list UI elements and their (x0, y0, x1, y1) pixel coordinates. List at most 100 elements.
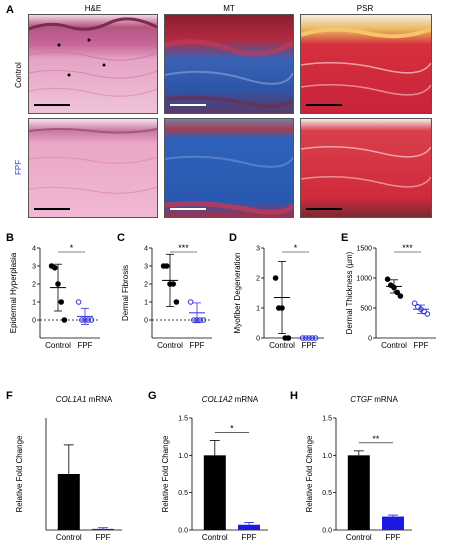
panel-letter-f: F (6, 390, 13, 402)
y-tick-label: 1500 (356, 246, 372, 253)
y-tick-label: 2 (256, 276, 260, 283)
significance-label: *** (178, 243, 189, 253)
psr-control-image (301, 15, 431, 113)
data-point-control (397, 293, 404, 299)
y-tick-label: 1 (32, 300, 36, 307)
y-tick-label: 1.0 (322, 453, 332, 460)
y-tick-label: 3 (32, 264, 36, 271)
y-axis-label: Relative Fold Change (15, 435, 24, 512)
chart-title-gene: COL1A2 (202, 395, 233, 404)
chart-epidermal-hyperplasia: 0 1 2 3 4 Epidermal Hyperplasia Control FPF * (9, 243, 100, 350)
x-tick-label-fpf: FPF (413, 341, 428, 350)
bar-control (203, 455, 226, 530)
data-point-control (285, 335, 292, 341)
scalebar-psr-control (306, 104, 342, 106)
row-label-control: Control (14, 62, 23, 88)
y-tick-label: 1.0 (178, 453, 188, 460)
y-tick-label: 4 (144, 246, 148, 253)
x-tick-label-fpf: FPF (241, 533, 256, 542)
scalebar-he-fpf (34, 208, 70, 210)
data-point-fpf (200, 317, 207, 323)
micrograph-psr-control (300, 14, 432, 114)
micrograph-mt-control (164, 14, 294, 114)
x-tick-label-control: Control (346, 533, 372, 542)
y-axis-label: Dermal Thickness (µm) (345, 251, 354, 334)
y-tick-label: 0 (256, 336, 260, 343)
psr-fpf-image (301, 119, 431, 217)
y-tick-label: 3 (144, 264, 148, 271)
data-point-fpf (191, 317, 197, 323)
x-tick-label-fpf: FPF (385, 533, 400, 542)
bar-control (347, 455, 370, 530)
x-tick-label-fpf: FPF (77, 341, 92, 350)
chart-title: COL1A1 mRNA (56, 395, 113, 404)
y-tick-label: 4 (32, 246, 36, 253)
data-point-fpf (197, 317, 203, 323)
chart-title-suffix: mRNA (372, 395, 398, 404)
y-tick-label: 1 (256, 306, 260, 313)
y-tick-label: 0.5 (322, 490, 332, 497)
micrograph-mt-fpf (164, 118, 294, 218)
mt-fpf-image (165, 119, 293, 217)
chart-col1a1-mrna: Relative Fold Change COL1A1 mRNA Control FP… (15, 395, 122, 542)
micrograph-he-fpf (28, 118, 158, 218)
data-point-fpf (79, 317, 85, 323)
chart-title: CTGF mRNA (350, 395, 398, 404)
significance-label: ** (372, 434, 380, 444)
y-tick-label: 1.5 (178, 416, 188, 423)
x-tick-label-fpf: FPF (189, 341, 204, 350)
y-tick-label: 2 (144, 282, 148, 289)
chart-col1a2-mrna: 0.0 0.5 1.0 1.5 Relative Fold Change COL1A2 m… (161, 395, 268, 542)
chart-title: COL1A2 mRNA (202, 395, 259, 404)
micrograph-psr-fpf (300, 118, 432, 218)
chart-ctgf-mrna: 0.0 0.5 1.0 1.5 Relative Fold Change CTGF mRN… (305, 395, 412, 542)
y-tick-label: 1 (144, 300, 148, 307)
panel-letter-h: H (290, 390, 298, 402)
data-point-control (394, 289, 401, 296)
x-tick-label-control: Control (45, 341, 71, 350)
data-point-fpf (411, 300, 418, 306)
data-point-control (384, 276, 391, 283)
y-tick-label: 3 (256, 246, 260, 253)
panel-letter-d: D (229, 232, 237, 244)
significance-label: * (230, 423, 234, 433)
y-axis-label: Relative Fold Change (305, 435, 314, 512)
x-tick-label-fpf: FPF (301, 341, 316, 350)
x-tick-label-fpf: FPF (95, 533, 110, 542)
bar-fpf (382, 516, 404, 530)
x-tick-label-control: Control (56, 533, 82, 542)
data-point-control (58, 299, 65, 305)
panel-letter-g: G (148, 390, 157, 402)
data-point-fpf (424, 311, 431, 317)
column-title-psr: PSR (356, 4, 374, 13)
y-tick-label: 0 (368, 336, 372, 343)
x-tick-label-control: Control (269, 341, 295, 350)
he-fpf-image (29, 119, 157, 217)
chart-title-suffix: mRNA (86, 395, 112, 404)
y-axis-label: Dermal Fibrosis (121, 265, 130, 321)
data-point-fpf (88, 317, 95, 323)
data-point-fpf (187, 299, 194, 305)
data-point-control (173, 299, 180, 305)
data-point-control (170, 281, 177, 287)
significance-label: * (294, 243, 298, 253)
scalebar-psr-fpf (306, 208, 342, 210)
data-point-control (164, 263, 170, 269)
chart-title-suffix: mRNA (232, 395, 258, 404)
y-tick-label: 1000 (356, 276, 372, 283)
x-tick-label-control: Control (381, 341, 407, 350)
chart-title-gene: CTGF (350, 395, 373, 404)
scalebar-mt-control (170, 104, 206, 106)
panel-letter-b: B (6, 232, 14, 244)
chart-myofiber-degeneration: 0 1 2 3 Myofiber Degeneration Control FPF * (233, 243, 324, 350)
chart-dermal-fibrosis: 0 1 2 3 4 Dermal Fibrosis Control FPF *** (121, 243, 212, 350)
y-tick-label: 1.5 (322, 416, 332, 423)
x-tick-label-control: Control (202, 533, 228, 542)
column-title-mt: MT (223, 4, 235, 13)
data-point-control (272, 275, 279, 281)
row-label-fpf: FPF (14, 159, 23, 175)
y-tick-label: 500 (360, 306, 372, 313)
y-tick-label: 0 (144, 318, 148, 325)
data-point-control (61, 317, 68, 323)
y-tick-label: 0.5 (178, 490, 188, 497)
